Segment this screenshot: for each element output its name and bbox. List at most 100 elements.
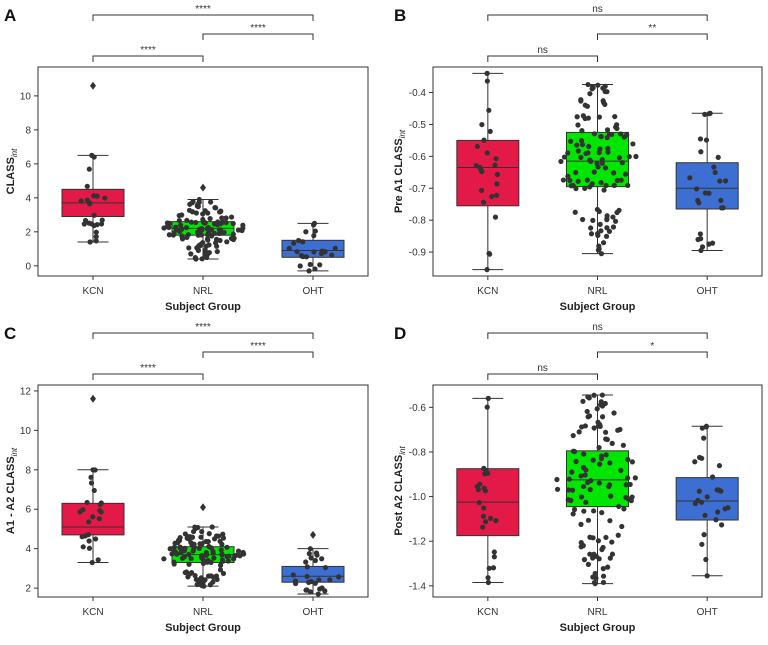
data-point — [311, 249, 317, 255]
data-point — [600, 579, 607, 586]
data-point — [697, 136, 704, 142]
data-point — [703, 137, 710, 143]
data-point — [206, 543, 212, 550]
x-tick-label: NRL — [193, 286, 213, 297]
data-point — [596, 444, 602, 451]
data-point — [93, 238, 99, 244]
significance-bracket — [487, 332, 708, 339]
data-point — [612, 218, 619, 224]
data-point — [207, 216, 213, 222]
data-point — [200, 556, 206, 562]
data-point — [213, 236, 220, 242]
data-point — [188, 556, 194, 562]
data-point — [491, 549, 497, 555]
data-point — [554, 486, 561, 492]
y-axis-label-subscript: int — [398, 129, 407, 138]
data-point — [295, 237, 302, 244]
data-point — [581, 557, 588, 563]
data-point — [694, 186, 700, 192]
data-point — [699, 244, 706, 250]
data-point — [292, 580, 299, 587]
data-point — [587, 486, 593, 493]
data-point — [217, 562, 224, 568]
y-tick-label: 12 — [20, 386, 32, 397]
data-point — [224, 239, 230, 245]
data-point — [576, 429, 582, 435]
data-point — [208, 559, 214, 566]
data-point — [566, 487, 572, 493]
data-point — [629, 494, 635, 500]
data-point — [567, 177, 573, 184]
data-point — [625, 182, 631, 189]
y-axis-label-main: A1 - A2 CLASS — [5, 456, 17, 534]
data-point — [484, 267, 490, 273]
data-point — [220, 531, 226, 537]
data-point — [587, 91, 593, 97]
data-point — [214, 248, 220, 255]
y-axis-label-subscript: int — [398, 446, 407, 455]
y-axis-label: A1 - A2 CLASSint — [5, 447, 19, 534]
data-point — [186, 551, 192, 558]
data-point — [706, 241, 712, 247]
data-point — [575, 122, 581, 128]
data-point — [487, 251, 493, 257]
data-point — [575, 148, 581, 154]
data-point — [618, 177, 624, 183]
data-point — [596, 243, 602, 249]
x-tick-label: KCN — [82, 286, 103, 297]
data-point — [202, 208, 208, 214]
data-point — [627, 481, 633, 488]
data-point — [93, 229, 99, 235]
data-point — [598, 133, 604, 140]
data-point — [701, 435, 707, 441]
x-axis-label: Subject Group — [560, 301, 636, 313]
data-point — [490, 565, 497, 571]
data-point — [561, 154, 568, 160]
data-point — [317, 262, 323, 268]
data-point — [214, 243, 220, 249]
data-point — [183, 225, 190, 231]
data-point — [602, 165, 609, 171]
data-point — [190, 547, 197, 553]
data-point — [696, 488, 703, 494]
data-point — [566, 476, 572, 482]
data-point — [304, 564, 310, 570]
data-point — [581, 451, 587, 457]
data-point — [701, 532, 707, 538]
data-point — [186, 561, 192, 567]
data-point — [98, 509, 104, 515]
data-point — [704, 494, 710, 500]
data-point — [204, 236, 211, 242]
data-point — [86, 545, 93, 551]
data-point — [316, 577, 322, 583]
panel-letter: A — [4, 6, 16, 25]
data-point — [603, 429, 609, 435]
data-point — [617, 131, 624, 137]
data-point — [607, 460, 613, 466]
data-point — [202, 252, 209, 258]
data-point — [93, 536, 99, 542]
data-point — [573, 169, 579, 176]
data-point — [716, 487, 722, 493]
outlier-point — [200, 503, 206, 512]
data-point — [603, 534, 609, 541]
data-point — [578, 473, 584, 479]
data-point — [702, 512, 708, 518]
data-point — [591, 508, 597, 514]
data-point — [294, 249, 300, 255]
data-point — [481, 505, 487, 511]
data-point — [198, 534, 204, 540]
significance-label: ns — [537, 45, 548, 56]
data-point — [582, 102, 588, 108]
data-point — [205, 538, 211, 545]
data-point — [209, 524, 215, 530]
data-point — [601, 187, 607, 193]
data-point — [90, 514, 96, 520]
box-kcn — [61, 502, 125, 536]
data-point — [494, 181, 500, 187]
y-axis-label: Post A2 CLASSint — [393, 446, 407, 536]
data-point — [184, 217, 190, 223]
data-point — [319, 556, 325, 562]
data-point — [591, 579, 597, 586]
data-point — [711, 164, 717, 170]
